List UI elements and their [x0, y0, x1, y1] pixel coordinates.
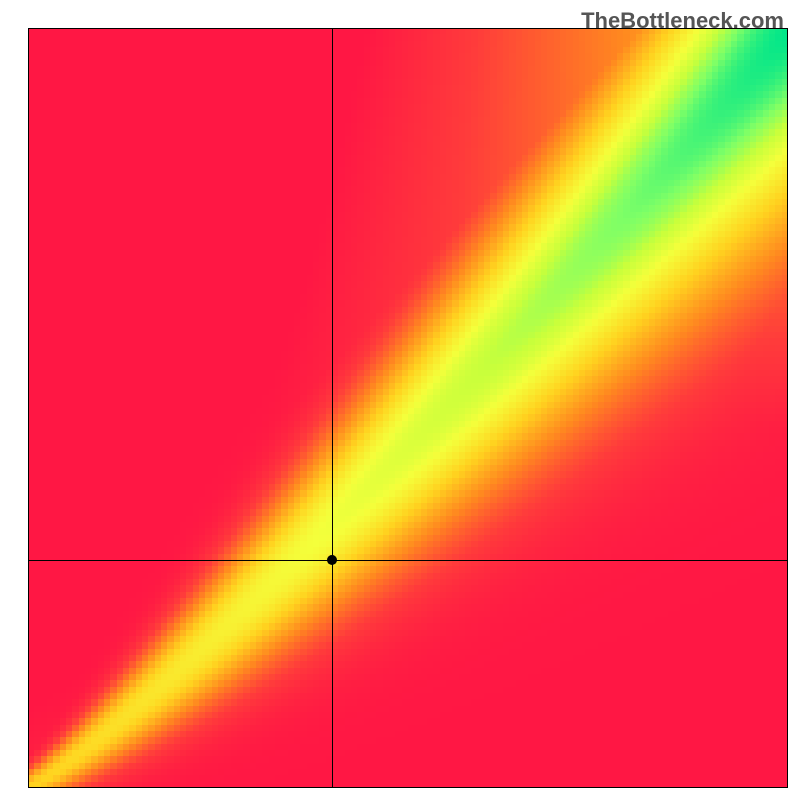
watermark-text: TheBottleneck.com: [581, 8, 784, 34]
bottleneck-heatmap: [0, 0, 800, 800]
chart-container: TheBottleneck.com: [0, 0, 800, 800]
